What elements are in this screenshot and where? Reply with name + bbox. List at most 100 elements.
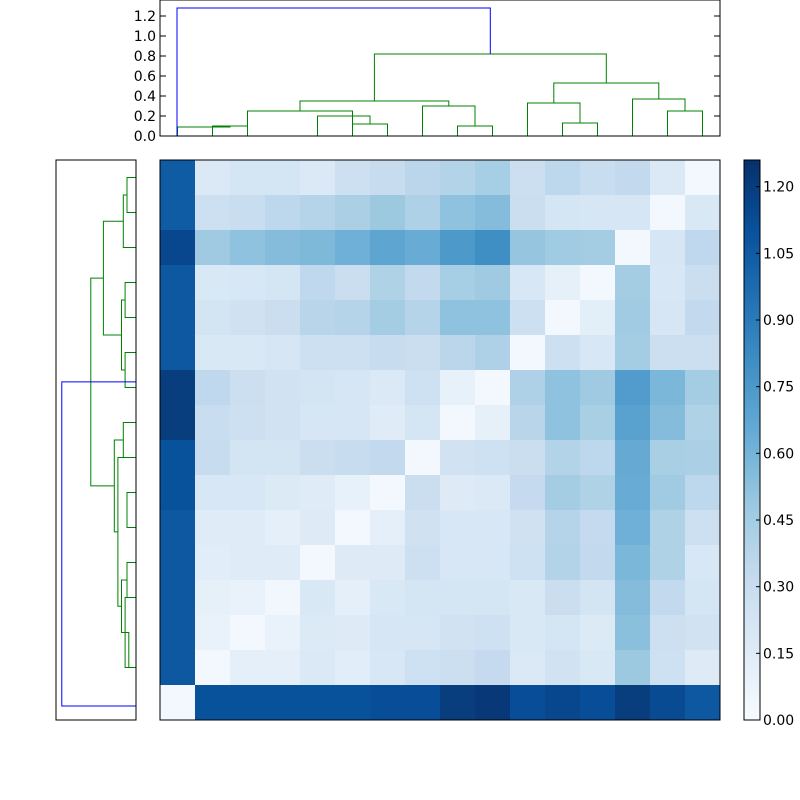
heatmap-cell — [230, 370, 266, 406]
colorbar-tick-label: 1.05 — [763, 246, 794, 262]
heatmap-cell — [685, 545, 721, 581]
heatmap-cell — [475, 335, 511, 371]
heatmap-cell — [230, 545, 266, 581]
heatmap-cell — [195, 545, 231, 581]
heatmap-cell — [405, 650, 441, 686]
colorbar-tick-label: 0.45 — [763, 513, 794, 529]
left-dendrogram-frame — [55, 159, 137, 721]
heatmap-cell — [545, 160, 581, 196]
heatmap-cell — [230, 300, 266, 336]
heatmap-cell — [335, 195, 371, 231]
heatmap-cell — [440, 370, 476, 406]
heatmap-cell — [580, 370, 616, 406]
heatmap-cell — [405, 370, 441, 406]
heatmap-cell — [405, 440, 441, 476]
heatmap-cell — [440, 195, 476, 231]
heatmap-cell — [300, 650, 336, 686]
heatmap-cell — [615, 265, 651, 301]
heatmap-cell — [650, 230, 686, 266]
heatmap-cell — [405, 685, 441, 721]
heatmap-cell — [650, 265, 686, 301]
heatmap-cell — [615, 405, 651, 441]
heatmap-cell — [580, 405, 616, 441]
heatmap-cell — [335, 160, 371, 196]
heatmap-cell — [160, 545, 196, 581]
heatmap-cell — [370, 335, 406, 371]
heatmap-cell — [440, 685, 476, 721]
heatmap-cell — [685, 615, 721, 651]
top-dendrogram-ytick-label: 0.4 — [134, 89, 156, 105]
heatmap-cell — [685, 230, 721, 266]
colorbar: 0.00 0.15 0.30 0.45 0.60 0.75 0.90 1.05 1.20 — [743, 159, 794, 729]
heatmap-cell — [230, 685, 266, 721]
heatmap-cell — [265, 685, 301, 721]
heatmap-cell — [650, 685, 686, 721]
heatmap-cell — [335, 335, 371, 371]
heatmap-cell — [335, 475, 371, 511]
heatmap-cell — [160, 685, 196, 721]
colorbar-tick-label: 0.90 — [763, 313, 794, 329]
heatmap-cell — [300, 335, 336, 371]
colorbar-tick-label: 0.60 — [763, 446, 794, 462]
heatmap-cell — [650, 580, 686, 616]
heatmap-cell — [475, 615, 511, 651]
heatmap-cell — [300, 545, 336, 581]
heatmap-cell — [195, 195, 231, 231]
heatmap-cell — [160, 160, 196, 196]
heatmap-cell — [440, 475, 476, 511]
heatmap-cell — [300, 370, 336, 406]
heatmap-cell — [370, 615, 406, 651]
heatmap-cell — [335, 440, 371, 476]
heatmap-cell — [510, 230, 546, 266]
heatmap-cell — [615, 370, 651, 406]
heatmap-cell — [195, 370, 231, 406]
colorbar-tick-label: 0.15 — [763, 646, 794, 662]
heatmap-cell — [545, 405, 581, 441]
heatmap-cell — [160, 580, 196, 616]
heatmap-cell — [160, 440, 196, 476]
heatmap-cell — [580, 195, 616, 231]
heatmap-cell — [300, 580, 336, 616]
heatmap-cell — [440, 230, 476, 266]
left-dendrogram-link — [126, 492, 136, 528]
heatmap-cell — [405, 335, 441, 371]
heatmap-cell — [335, 405, 371, 441]
heatmap-cell — [545, 440, 581, 476]
heatmap-cell — [545, 335, 581, 371]
heatmap-cell — [335, 265, 371, 301]
heatmap-cell — [615, 300, 651, 336]
heatmap-cell — [685, 160, 721, 196]
heatmap-cell — [685, 650, 721, 686]
heatmap-cell — [510, 650, 546, 686]
heatmap-cell — [475, 475, 511, 511]
heatmap-cell — [370, 650, 406, 686]
heatmap-cell — [615, 685, 651, 721]
top-dendrogram-ytick-label: 1.2 — [134, 9, 156, 25]
heatmap-cell — [510, 265, 546, 301]
heatmap-cell — [195, 580, 231, 616]
heatmap-cell — [335, 510, 371, 546]
heatmap-cell — [230, 195, 266, 231]
heatmap-cell — [650, 440, 686, 476]
heatmap-cell — [475, 300, 511, 336]
heatmap-cell — [580, 300, 616, 336]
heatmap-cell — [160, 300, 196, 336]
heatmap-cell — [615, 195, 651, 231]
heatmap-cell — [195, 440, 231, 476]
heatmap-cell — [160, 230, 196, 266]
heatmap-cell — [545, 195, 581, 231]
heatmap-cell — [300, 510, 336, 546]
heatmap-cell — [440, 300, 476, 336]
heatmap-cell — [405, 230, 441, 266]
heatmap-cell — [475, 370, 511, 406]
heatmap-cell — [230, 440, 266, 476]
heatmap-cell — [195, 405, 231, 441]
heatmap-cell — [685, 195, 721, 231]
heatmap-cell — [650, 545, 686, 581]
heatmap-cell — [195, 335, 231, 371]
heatmap-cell — [160, 265, 196, 301]
heatmap-cell — [650, 300, 686, 336]
heatmap-cell — [475, 230, 511, 266]
heatmap-cell — [545, 545, 581, 581]
heatmap-cell — [335, 685, 371, 721]
